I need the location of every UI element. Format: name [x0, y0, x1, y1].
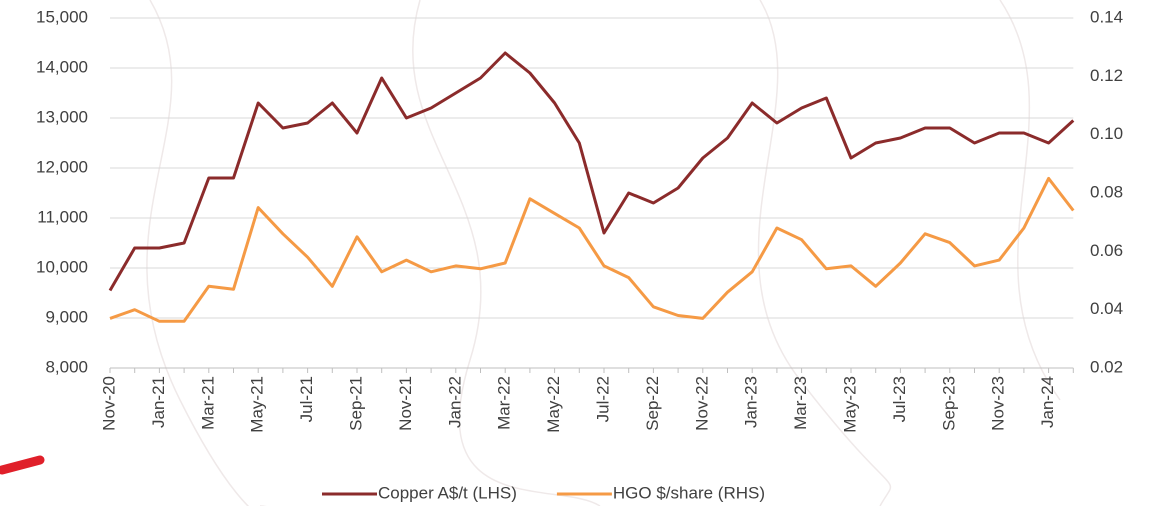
y-tick-label: 13,000: [36, 107, 88, 126]
x-tick-label: Jan-21: [149, 376, 168, 428]
y-tick-label: 12,000: [36, 157, 88, 176]
legend-label: HGO $/share (RHS): [613, 483, 765, 502]
x-tick-label: Nov-22: [692, 376, 711, 431]
x-tick-label: Sep-22: [643, 376, 662, 431]
x-tick-label: Sep-21: [346, 376, 365, 431]
chart: 8,000 9,000 10,000 11,000 12,000 13,000 14,000…: [0, 0, 1158, 506]
y-tick-label: 8,000: [45, 357, 88, 376]
x-tick-label: Nov-20: [99, 376, 118, 431]
x-tick-label: Sep-23: [939, 376, 958, 431]
background-decoration: [147, 0, 1060, 506]
x-tick-label: May-21: [248, 376, 267, 433]
y-tick-label: 15,000: [36, 7, 88, 26]
y2-tick-label: 0.06: [1090, 241, 1123, 260]
x-tick-label: Jan-23: [742, 376, 761, 428]
x-tick-label: Jan-22: [445, 376, 464, 428]
x-tick-label: May-23: [840, 376, 859, 433]
x-tick-label: Nov-23: [989, 376, 1008, 431]
series-line: [110, 53, 1073, 291]
y2-tick-label: 0.10: [1090, 124, 1123, 143]
y-tick-label: 11,000: [37, 207, 88, 226]
y2-tick-label: 0.12: [1090, 66, 1123, 85]
x-tick-label: May-22: [544, 376, 563, 433]
x-tick-label: Mar-23: [791, 376, 810, 430]
x-tick-label: Mar-22: [495, 376, 514, 430]
y-tick-label: 10,000: [36, 257, 88, 276]
x-tick-label: Nov-21: [396, 376, 415, 431]
y2-tick-label: 0.08: [1090, 182, 1123, 201]
x-tick-label: Jul-22: [593, 376, 612, 422]
y-tick-label: 9,000: [45, 307, 88, 326]
y2-tick-label: 0.14: [1090, 7, 1123, 26]
y2-tick-label: 0.02: [1090, 357, 1123, 376]
y2-tick-label: 0.04: [1090, 299, 1123, 318]
x-tick-label: Jul-23: [890, 376, 909, 422]
x-tick-label: Jul-21: [297, 376, 316, 422]
series-line: [110, 178, 1073, 321]
y-tick-label: 14,000: [36, 57, 88, 76]
x-tick-label: Jan-24: [1038, 376, 1057, 428]
decoration-stroke: [2, 460, 40, 470]
legend-label: Copper A$/t (LHS): [378, 483, 517, 502]
x-tick-label: Mar-21: [198, 376, 217, 430]
